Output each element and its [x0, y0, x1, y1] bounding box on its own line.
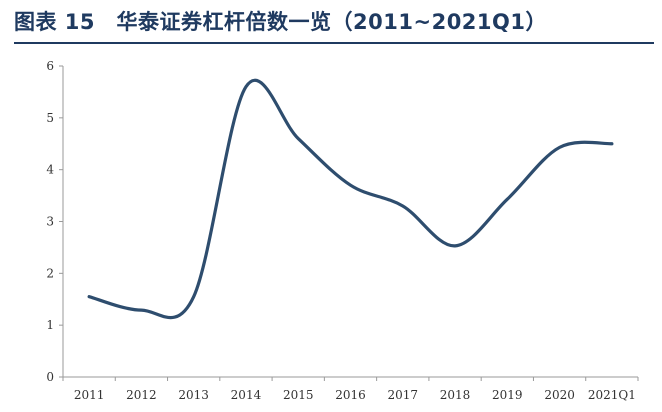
x-tick-label: 2012: [126, 388, 157, 402]
y-tick-label: 5: [46, 111, 54, 125]
x-axis-ticks: 2011 2012 2013 2014 2015 2016 2017 2018 2019 2020…: [62, 377, 639, 402]
series-group: [87, 78, 614, 320]
x-tick-label: 2021Q1: [588, 388, 636, 402]
y-axis-ticks: 0 1 2 3 4 5 6: [46, 59, 63, 384]
title-bar: 图表 15 华泰证券杠杆倍数一览（2011~2021Q1）: [0, 0, 662, 44]
x-tick-label: 2015: [283, 388, 314, 402]
y-tick-label: 0: [46, 370, 54, 384]
x-tick-label: 2018: [440, 388, 471, 402]
chart-axes: [62, 66, 638, 378]
y-tick-label: 1: [46, 318, 54, 332]
x-tick-label: 2019: [492, 388, 523, 402]
chart-title: 图表 15 华泰证券杠杆倍数一览（2011~2021Q1）: [14, 10, 547, 34]
x-tick-label: 2016: [335, 388, 366, 402]
x-tick-label: 2017: [387, 388, 418, 402]
x-tick-label: 2020: [544, 388, 575, 402]
series-line: [87, 78, 614, 320]
y-tick-label: 2: [46, 266, 54, 280]
y-tick-label: 3: [46, 215, 54, 229]
y-tick-label: 4: [46, 163, 54, 177]
x-tick-label: 2011: [74, 388, 105, 402]
x-tick-label: 2014: [231, 388, 262, 402]
x-tick-label: 2013: [178, 388, 209, 402]
title-underline: [14, 42, 654, 44]
y-tick-label: 6: [46, 59, 54, 73]
